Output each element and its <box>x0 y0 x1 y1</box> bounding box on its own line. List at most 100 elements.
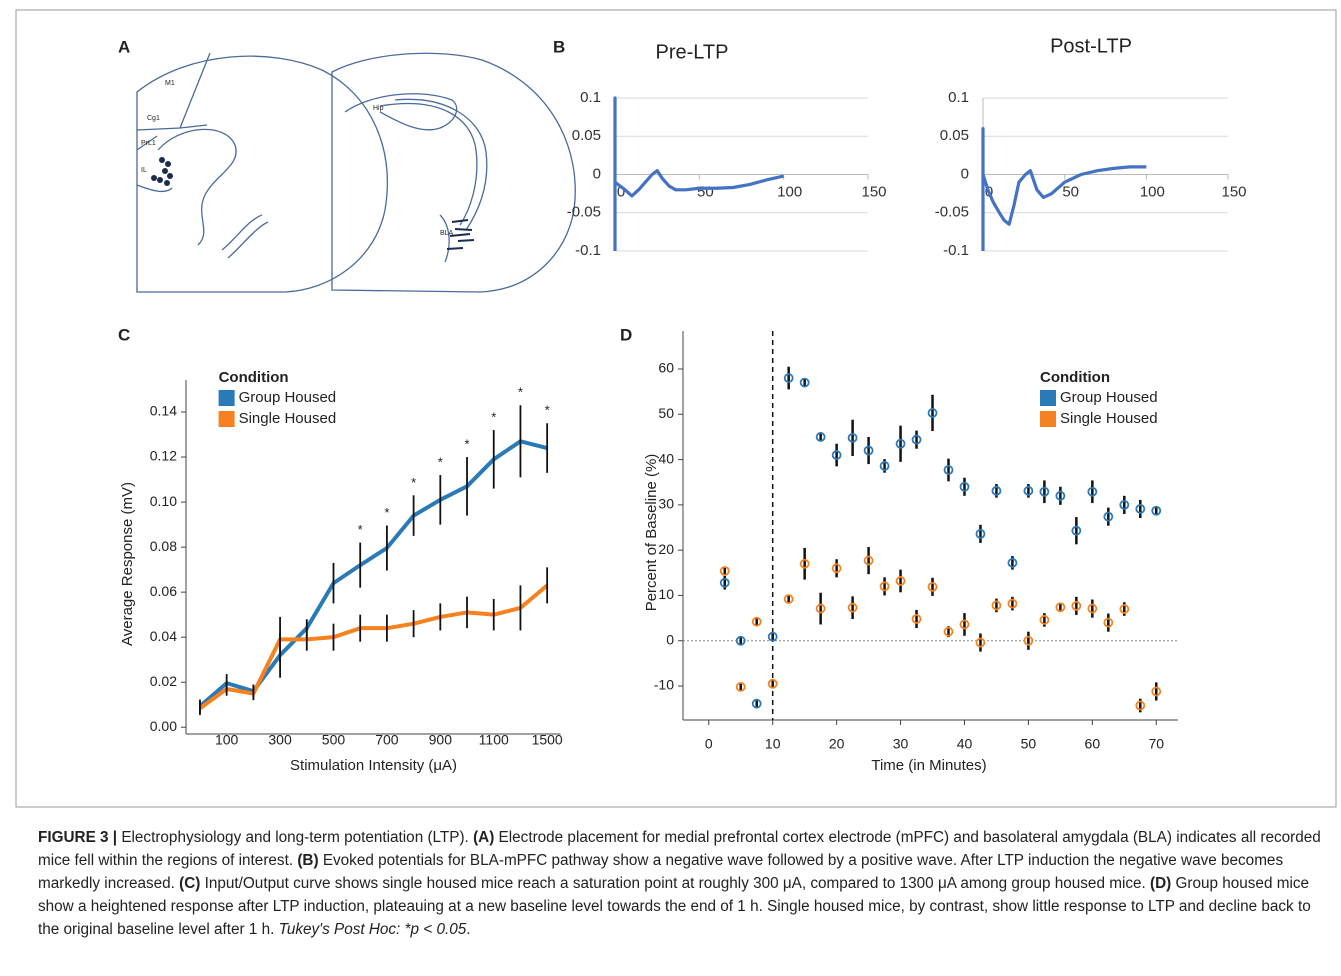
section-outline <box>331 52 576 293</box>
point <box>1103 511 1114 522</box>
dot <box>164 180 170 186</box>
region-label: IL <box>141 167 147 174</box>
y-tick-label: -0.1 <box>575 242 601 259</box>
point <box>959 619 970 630</box>
caption-part: . <box>466 921 471 938</box>
caption: FIGURE 3 | Electrophysiology and long-te… <box>38 826 1328 941</box>
point <box>735 682 746 692</box>
point <box>943 465 954 475</box>
y-tick-label: -0.1 <box>943 242 969 259</box>
chart: Pre-LTP 0.1 0.05 0 -0.05 -0.1 0 50 100 150 <box>567 41 887 259</box>
point <box>751 698 762 709</box>
x-tick-label: 700 <box>375 732 399 748</box>
chart-title: Post-LTP <box>1050 35 1132 57</box>
point <box>911 434 922 445</box>
x-tick-label: 50 <box>1021 736 1037 752</box>
dot <box>159 157 165 163</box>
point <box>879 581 890 592</box>
y-tick-label: 60 <box>658 360 674 376</box>
y-tick-label: -0.05 <box>567 204 601 221</box>
significance-mark: * <box>545 403 550 418</box>
legend-swatch <box>1040 411 1056 427</box>
legend-label: Single Housed <box>239 410 337 427</box>
ventricle <box>157 128 237 246</box>
x-tick-label: 0 <box>705 736 713 752</box>
y-tick-label: 0.14 <box>150 403 177 419</box>
point <box>1087 603 1098 614</box>
legend-swatch <box>1040 390 1056 406</box>
point <box>719 566 730 576</box>
point <box>1135 504 1146 514</box>
point <box>879 461 890 471</box>
y-tick-label: 0.00 <box>150 718 177 734</box>
point <box>1119 604 1130 614</box>
point <box>847 432 858 443</box>
point <box>1087 486 1098 497</box>
x-tick-label: 50 <box>1062 183 1079 200</box>
point <box>1055 602 1066 613</box>
x-tick-label: 60 <box>1085 736 1101 752</box>
y-tick-label: 30 <box>658 496 674 512</box>
point <box>927 408 938 418</box>
point <box>1103 617 1114 628</box>
dot <box>157 177 163 183</box>
point <box>831 563 842 574</box>
x-tick-label: 1500 <box>532 732 563 748</box>
point <box>1151 686 1162 697</box>
y-tick-label: 0.05 <box>572 127 601 144</box>
y-tick-label: 10 <box>658 586 674 602</box>
x-tick-label: 40 <box>957 736 973 752</box>
x-tick-label: 100 <box>1140 183 1165 200</box>
trace-line <box>981 127 1147 251</box>
point <box>831 450 842 460</box>
point <box>1055 490 1066 501</box>
y-tick-label: 0 <box>666 631 674 647</box>
x-tick-label: 50 <box>697 183 714 200</box>
caption-part: (D) <box>1150 875 1172 892</box>
significance-mark: * <box>464 436 469 451</box>
point <box>991 600 1002 611</box>
trace-line <box>613 96 785 251</box>
point <box>799 558 810 569</box>
point <box>735 635 746 646</box>
caption-part: Tukey's Post Hoc: *p < 0.05 <box>278 921 467 938</box>
y-tick-label: 0.1 <box>948 89 969 106</box>
point <box>1007 598 1018 609</box>
point <box>1023 485 1034 496</box>
region-label: Hip <box>373 105 384 112</box>
chart: 60 50 40 30 20 10 0 -10 0 10 20 30 40 50 60 70 Time (in … <box>643 331 1178 774</box>
y-tick-label: 0.1 <box>580 89 601 106</box>
point <box>1007 557 1018 568</box>
caption-part: FIGURE 3 | <box>38 829 118 846</box>
section-outline <box>136 55 388 293</box>
x-tick-label: 150 <box>861 183 886 200</box>
figure-frame <box>15 9 1337 808</box>
significance-mark: * <box>411 475 416 490</box>
legend-title: Condition <box>219 369 289 386</box>
region-label: BLA <box>440 230 454 237</box>
y-tick-label: 50 <box>658 405 674 421</box>
significance-mark: * <box>358 522 363 537</box>
y-tick-label: 0.04 <box>150 628 177 644</box>
dot <box>165 161 171 167</box>
region-lines <box>439 214 450 263</box>
y-tick-label: 0.02 <box>150 673 177 689</box>
caption-part: (B) <box>297 852 319 869</box>
point <box>815 603 826 614</box>
y-axis-title: Average Response (mV) <box>119 482 136 646</box>
x-tick-label: 100 <box>777 183 802 200</box>
region-lines <box>136 52 211 151</box>
caption-part: Electrophysiology and long-term potentia… <box>117 829 474 846</box>
region-label: PrL1 <box>141 140 156 147</box>
point <box>847 602 858 613</box>
y-tick-label: 40 <box>658 450 674 466</box>
legend-label: Group Housed <box>239 389 337 406</box>
point <box>927 581 938 592</box>
point <box>975 528 986 539</box>
x-tick-label: 1100 <box>479 732 509 748</box>
point <box>767 678 778 689</box>
point <box>767 631 778 642</box>
significance-mark: * <box>518 385 523 400</box>
y-tick-label: 0.06 <box>150 583 177 599</box>
point <box>1071 525 1082 536</box>
